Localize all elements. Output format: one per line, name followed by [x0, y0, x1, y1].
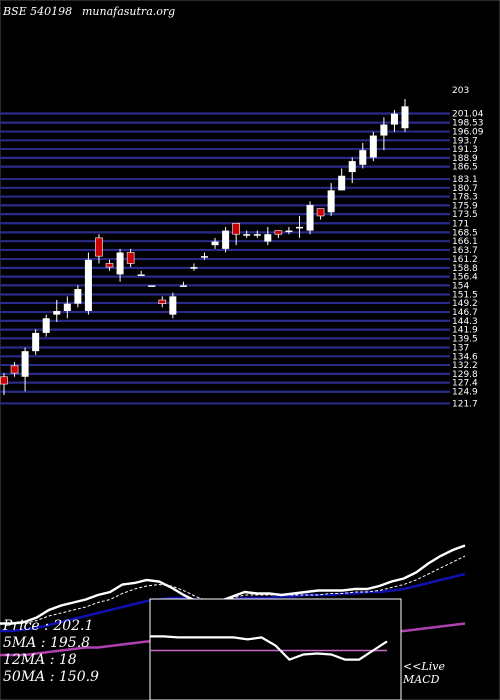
- candle-body: [285, 230, 293, 233]
- legend-5ma: 5MA : 195.8: [3, 635, 91, 651]
- price-level-label: 171: [452, 219, 469, 229]
- candle-body: [126, 252, 135, 264]
- price-level-label: 127.4: [452, 379, 478, 389]
- price-level-label: 158.8: [452, 264, 478, 274]
- candle-body: [264, 234, 272, 242]
- candle-body: [63, 303, 71, 311]
- price-level-label: 139.5: [452, 334, 478, 344]
- candle-body: [105, 263, 114, 268]
- candle-body: [380, 124, 388, 136]
- macd-label: <<Live MACD: [403, 660, 445, 686]
- price-level-label: 129.8: [452, 370, 478, 380]
- price-level-label: 175.9: [452, 201, 478, 211]
- macd-label-name: MACD: [403, 673, 440, 686]
- candle-body: [222, 230, 230, 249]
- price-level-label: 137: [452, 344, 469, 354]
- price-level-label: 132.2: [452, 361, 478, 371]
- candle-body: [390, 113, 398, 125]
- candle-body: [0, 376, 8, 385]
- price-level-label: 188.9: [452, 154, 478, 164]
- indicator-legend: Price : 202.1 5MA : 195.8 12MA : 18 50MA…: [3, 618, 99, 686]
- candle-body: [148, 285, 156, 287]
- macd-line: [150, 635, 388, 661]
- ma-line-5ma: [0, 544, 466, 625]
- price-level-label: 149.2: [452, 299, 478, 309]
- candlesticks: [0, 99, 409, 396]
- candle-body: [369, 135, 377, 158]
- candle-body: [32, 332, 40, 352]
- candle-body: [295, 226, 303, 229]
- candle-body: [137, 274, 145, 276]
- candle-body: [74, 289, 82, 304]
- candle-body: [348, 161, 356, 173]
- price-level-label: 141.9: [452, 326, 478, 336]
- macd-box: [149, 598, 402, 700]
- price-level-label: 124.9: [452, 388, 478, 398]
- candle-body: [401, 106, 409, 129]
- candle-body: [306, 204, 314, 231]
- candle-body: [84, 259, 92, 311]
- price-level-label: 196.09: [452, 128, 484, 138]
- candle-body: [359, 150, 367, 165]
- candle-body: [243, 234, 251, 236]
- price-level-label: 178.3: [452, 193, 478, 203]
- exchange-code: BSE 540198: [3, 5, 73, 18]
- candle-body: [21, 351, 29, 377]
- candle-body: [274, 230, 283, 235]
- price-level-label: 201.04: [452, 109, 484, 119]
- candle-body: [190, 267, 198, 269]
- price-level-label: 121.7: [452, 399, 478, 409]
- candle-body: [211, 241, 219, 246]
- candle-body: [53, 310, 61, 315]
- top-price-label: 203: [452, 86, 469, 96]
- macd-panel: [149, 598, 402, 700]
- site-name: munafasutra.org: [82, 5, 176, 18]
- price-level-label: 134.6: [452, 352, 478, 362]
- price-level-label: 168.5: [452, 228, 478, 238]
- price-level-label: 191.3: [452, 145, 478, 155]
- price-level-label: 173.5: [452, 210, 478, 220]
- price-level-label: 183.1: [452, 175, 478, 185]
- ma-line-12ma: [0, 555, 466, 624]
- candle-body: [95, 237, 103, 257]
- candle-body: [316, 208, 325, 217]
- price-level-label: 198.53: [452, 119, 484, 129]
- candle-body: [232, 222, 240, 235]
- price-level-label: 144.3: [452, 317, 478, 327]
- macd-label-live: <<Live: [403, 660, 445, 673]
- price-level-label: 193.7: [452, 136, 478, 146]
- legend-price: Price : 202.1: [3, 618, 94, 634]
- legend-12ma: 12MA : 18: [3, 652, 77, 668]
- candle-body: [42, 318, 50, 333]
- candle-body: [169, 296, 177, 315]
- price-level-label: 166.1: [452, 237, 478, 247]
- price-level-label: 186.5: [452, 163, 478, 173]
- price-level-label: 156.4: [452, 273, 478, 283]
- candle-body: [201, 256, 208, 258]
- candle-body: [179, 285, 187, 287]
- price-level-label: 151.5: [452, 291, 478, 301]
- legend-50ma: 50MA : 150.9: [3, 669, 99, 685]
- price-level-label: 163.7: [452, 246, 478, 256]
- price-level-label: 161.2: [452, 255, 478, 265]
- candle-body: [158, 299, 167, 304]
- candle-body: [10, 365, 19, 374]
- candle-body: [253, 234, 261, 236]
- candle-body: [327, 190, 335, 213]
- price-level-label: 146.7: [452, 308, 478, 318]
- price-level-label: 154: [452, 281, 469, 291]
- candle-body: [338, 175, 346, 191]
- price-level-label: 180.7: [452, 184, 478, 194]
- candle-body: [116, 252, 124, 275]
